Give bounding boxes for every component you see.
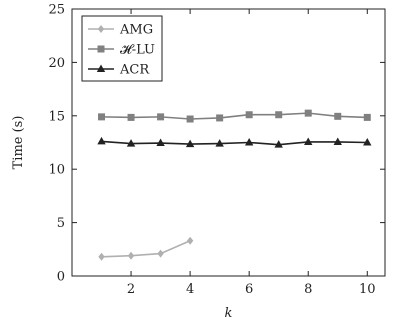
legend-marker <box>97 25 105 33</box>
legend: AMG 𝓗-LU ACR <box>81 15 163 82</box>
data-point <box>185 139 195 148</box>
legend-marker <box>97 45 105 53</box>
y-axis-title: Time (s) <box>11 116 26 170</box>
x-tick-label: 10 <box>359 282 376 297</box>
data-point <box>304 109 312 117</box>
data-point <box>156 138 165 147</box>
legend-label: ACR <box>119 63 150 78</box>
data-point <box>333 137 342 145</box>
series-layer <box>97 109 372 261</box>
legend-marker <box>96 64 106 72</box>
data-point <box>97 136 106 145</box>
plot-frame <box>71 8 386 277</box>
data-point <box>126 139 136 147</box>
data-point <box>98 113 106 121</box>
data-point <box>215 139 224 147</box>
data-point <box>245 111 253 119</box>
legend-label: 𝓗-LU <box>120 43 155 58</box>
y-tick-label: 5 <box>57 216 65 231</box>
data-point <box>363 138 372 146</box>
y-tick-label: 0 <box>57 270 65 285</box>
series-line <box>101 112 368 120</box>
y-tick-label: 20 <box>48 56 65 71</box>
x-axis-title: k <box>225 306 233 321</box>
data-point <box>157 113 165 121</box>
series-1 <box>98 109 371 123</box>
series-line <box>101 240 191 258</box>
data-point <box>244 138 254 146</box>
series-0 <box>98 236 194 261</box>
y-tick-label: 15 <box>48 109 65 124</box>
x-tick-label: 8 <box>304 282 312 297</box>
data-point <box>275 111 283 119</box>
data-point <box>157 249 164 258</box>
x-tick-label: 6 <box>245 282 253 297</box>
data-point <box>186 236 194 245</box>
data-point <box>363 113 371 121</box>
data-point <box>98 252 105 261</box>
y-tick-label: 10 <box>48 163 65 178</box>
data-point <box>127 113 135 121</box>
data-point <box>127 251 135 260</box>
series-line <box>101 140 368 146</box>
legend-label: AMG <box>119 23 153 38</box>
data-point <box>216 114 224 122</box>
series-2 <box>97 136 372 148</box>
data-point <box>334 112 342 120</box>
data-point <box>304 137 313 145</box>
x-tick-label: 2 <box>127 282 135 297</box>
y-tick-label: 25 <box>48 3 65 18</box>
data-point <box>186 115 194 123</box>
data-point <box>274 140 283 148</box>
plot-area: 0 5 10 15 20 25 2 4 6 8 10 <box>48 3 386 297</box>
x-tick-label: 4 <box>186 282 194 297</box>
